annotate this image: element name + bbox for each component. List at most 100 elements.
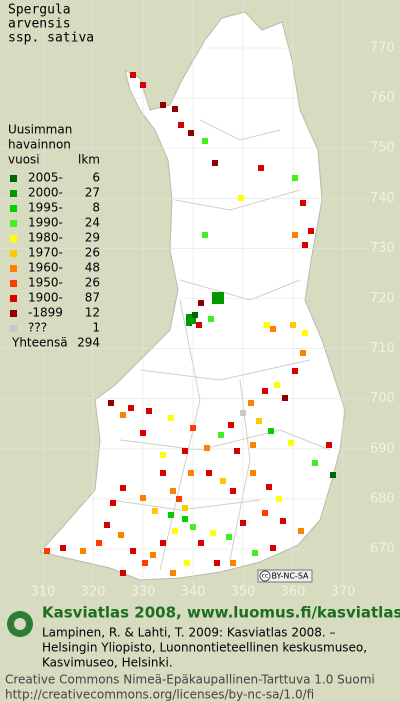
observation-square xyxy=(108,400,114,406)
observation-square xyxy=(208,316,214,322)
observation-square xyxy=(218,432,224,438)
cc-icon: cc xyxy=(262,573,269,580)
observation-square xyxy=(172,106,178,112)
legend-count: 8 xyxy=(92,201,100,215)
observation-square xyxy=(184,560,190,566)
observation-square xyxy=(140,495,146,501)
observation-square xyxy=(182,448,188,454)
observation-square xyxy=(292,368,298,374)
observation-square xyxy=(118,532,124,538)
legend-total-label: Yhteensä xyxy=(11,336,68,350)
observation-square xyxy=(130,548,136,554)
legend-label: 1980- xyxy=(28,231,63,245)
observation-square xyxy=(146,408,152,414)
legend-count: 87 xyxy=(85,291,100,305)
observation-square xyxy=(120,570,126,576)
legend-label: 1970- xyxy=(28,246,63,260)
legend-swatch xyxy=(10,325,17,332)
legend-label: 2000- xyxy=(28,186,63,200)
observation-square xyxy=(202,138,208,144)
observation-square xyxy=(168,415,174,421)
observation-square xyxy=(44,548,50,554)
observation-square xyxy=(150,552,156,558)
citation: Lampinen, R. & Lahti, T. 2009: Kasviatla… xyxy=(42,626,336,640)
legend-swatch xyxy=(10,280,17,287)
legend-swatch xyxy=(10,190,17,197)
observation-square xyxy=(182,505,188,511)
legend-header: Uusimman xyxy=(8,123,72,137)
observation-square xyxy=(238,195,244,201)
observation-square xyxy=(218,298,224,304)
observation-square xyxy=(160,470,166,476)
legend-count: 29 xyxy=(85,231,100,245)
observation-square xyxy=(80,548,86,554)
observation-square xyxy=(330,472,336,478)
legend-count: 48 xyxy=(85,261,100,275)
observation-square xyxy=(300,200,306,206)
observation-square xyxy=(252,550,258,556)
observation-square xyxy=(190,425,196,431)
observation-square xyxy=(270,326,276,332)
observation-square xyxy=(290,322,296,328)
legend-swatch xyxy=(10,310,17,317)
legend-swatch xyxy=(10,205,17,212)
legend-header: vuosi xyxy=(8,153,40,167)
x-axis-label: 320 xyxy=(81,585,106,600)
observation-square xyxy=(104,522,110,528)
observation-square xyxy=(268,428,274,434)
legend-count: 27 xyxy=(85,186,100,200)
observation-square xyxy=(170,570,176,576)
observation-square xyxy=(292,232,298,238)
observation-square xyxy=(276,496,282,502)
legend: 2005- 6 2000- 27 1995- 8 1990- 24 1980- 29 1970- 26… xyxy=(10,171,100,335)
legend-count: 6 xyxy=(92,171,100,185)
observation-square xyxy=(160,102,166,108)
observation-square xyxy=(274,382,280,388)
observation-square xyxy=(140,82,146,88)
y-axis-label: 740 xyxy=(370,191,395,206)
observation-square xyxy=(96,540,102,546)
observation-square xyxy=(280,518,286,524)
cc-circle xyxy=(259,570,271,582)
observation-square xyxy=(212,298,218,304)
observation-square xyxy=(198,300,204,306)
legend-label: 1950- xyxy=(28,276,63,290)
legend-label: 2005- xyxy=(28,171,63,185)
observation-square xyxy=(192,312,198,318)
observation-square xyxy=(264,322,270,328)
grid xyxy=(0,0,370,585)
observation-square xyxy=(248,400,254,406)
observation-square xyxy=(202,232,208,238)
observation-square xyxy=(120,412,126,418)
observation-square xyxy=(302,330,308,336)
legend-count: 24 xyxy=(85,216,100,230)
observation-square xyxy=(152,508,158,514)
legend-swatch xyxy=(10,220,17,227)
observation-square xyxy=(250,442,256,448)
logo-inner xyxy=(14,618,26,630)
observation-square xyxy=(266,484,272,490)
legend-header: havainnon xyxy=(8,138,71,152)
observation-square xyxy=(240,520,246,526)
legend-count-header: lkm xyxy=(78,153,100,167)
observation-square xyxy=(212,292,218,298)
observation-square xyxy=(188,130,194,136)
observation-square xyxy=(160,540,166,546)
observation-square xyxy=(130,72,136,78)
observation-square xyxy=(188,470,194,476)
observation-square xyxy=(282,395,288,401)
observation-square xyxy=(182,516,188,522)
license: http://creativecommons.org/licenses/by-n… xyxy=(5,688,314,702)
observation-square xyxy=(258,165,264,171)
legend-total: 294 xyxy=(77,336,100,350)
observation-square xyxy=(262,510,268,516)
legend-label: ??? xyxy=(28,321,47,335)
observation-square xyxy=(140,430,146,436)
observation-square xyxy=(250,470,256,476)
legend-label: 1995- xyxy=(28,201,63,215)
observation-square xyxy=(120,485,126,491)
legend-swatch xyxy=(10,235,17,242)
observation-square xyxy=(198,540,204,546)
observation-square xyxy=(256,418,262,424)
observation-square xyxy=(228,422,234,428)
